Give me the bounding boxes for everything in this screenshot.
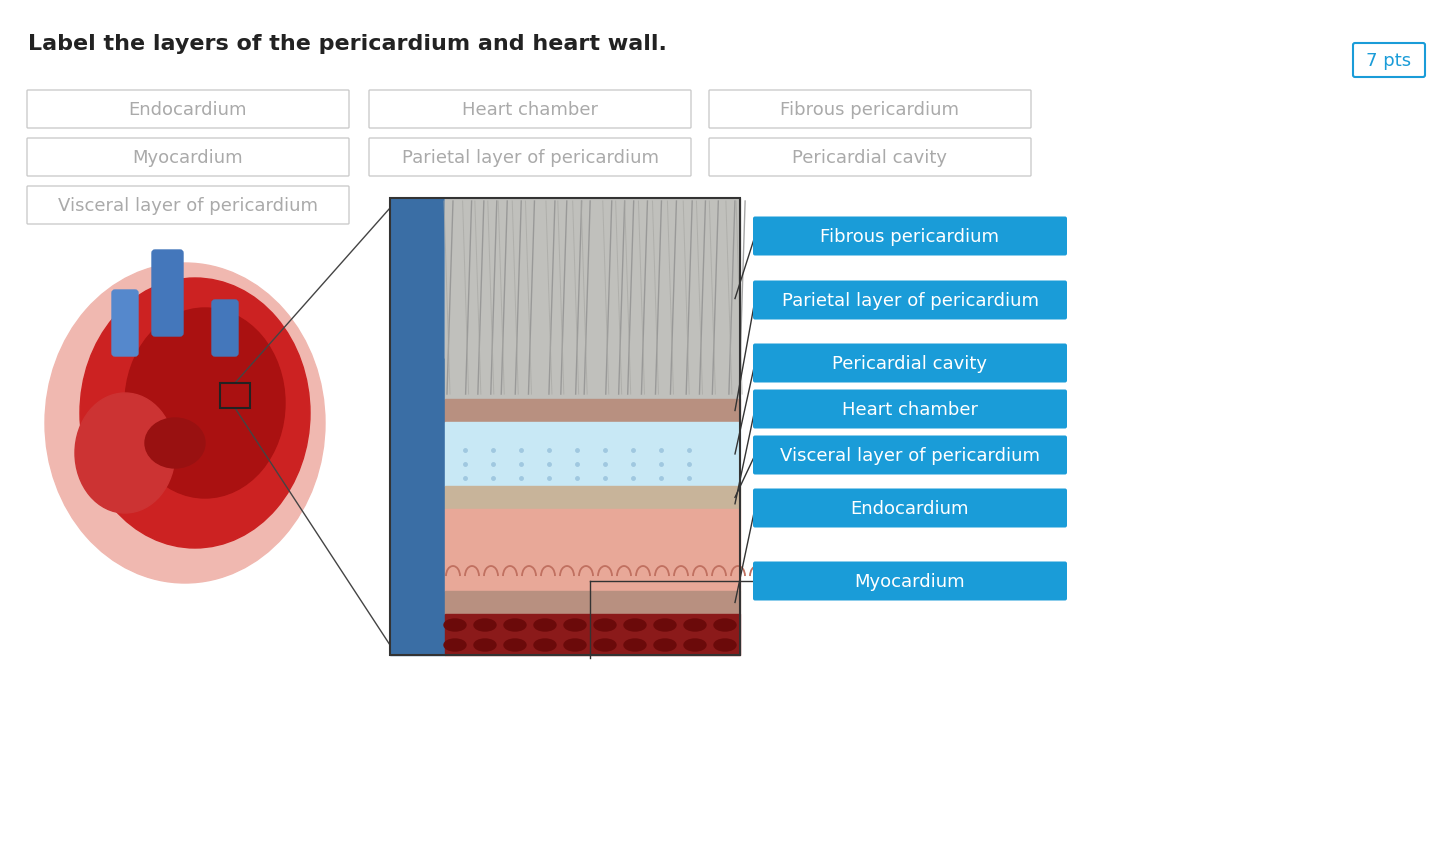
FancyBboxPatch shape — [754, 390, 1067, 429]
Text: Myocardium: Myocardium — [854, 572, 965, 590]
FancyBboxPatch shape — [27, 139, 349, 177]
Text: Heart chamber: Heart chamber — [462, 101, 598, 119]
Text: Label the layers of the pericardium and heart wall.: Label the layers of the pericardium and … — [27, 34, 667, 54]
FancyBboxPatch shape — [370, 139, 692, 177]
Text: Endocardium: Endocardium — [129, 101, 247, 119]
Ellipse shape — [503, 639, 526, 651]
Ellipse shape — [533, 639, 557, 651]
Ellipse shape — [81, 279, 311, 548]
Text: Endocardium: Endocardium — [851, 499, 969, 518]
FancyBboxPatch shape — [152, 251, 183, 337]
Text: Pericardial cavity: Pericardial cavity — [833, 355, 988, 373]
FancyBboxPatch shape — [754, 344, 1067, 383]
Bar — [444, 614, 741, 655]
Bar — [390, 199, 444, 655]
Ellipse shape — [624, 639, 646, 651]
Text: Heart chamber: Heart chamber — [843, 401, 978, 419]
Ellipse shape — [564, 639, 587, 651]
Text: Myocardium: Myocardium — [132, 148, 243, 167]
Text: Visceral layer of pericardium: Visceral layer of pericardium — [58, 197, 318, 215]
Ellipse shape — [684, 639, 706, 651]
Ellipse shape — [125, 309, 285, 498]
Text: Visceral layer of pericardium: Visceral layer of pericardium — [779, 446, 1040, 464]
Bar — [444, 199, 741, 358]
Ellipse shape — [444, 639, 466, 651]
Ellipse shape — [475, 639, 496, 651]
Ellipse shape — [594, 619, 615, 631]
FancyBboxPatch shape — [754, 489, 1067, 528]
FancyBboxPatch shape — [754, 218, 1067, 256]
Ellipse shape — [715, 619, 736, 631]
Bar — [444, 199, 741, 399]
FancyBboxPatch shape — [754, 281, 1067, 320]
FancyBboxPatch shape — [709, 91, 1031, 129]
Text: Pericardial cavity: Pericardial cavity — [792, 148, 948, 167]
Ellipse shape — [624, 619, 646, 631]
Ellipse shape — [654, 619, 676, 631]
FancyBboxPatch shape — [370, 91, 692, 129]
Text: Parietal layer of pericardium: Parietal layer of pericardium — [401, 148, 659, 167]
FancyBboxPatch shape — [211, 300, 239, 357]
Text: Parietal layer of pericardium: Parietal layer of pericardium — [781, 292, 1038, 310]
Ellipse shape — [444, 619, 466, 631]
Bar — [220, 384, 250, 409]
Ellipse shape — [475, 619, 496, 631]
Text: Fibrous pericardium: Fibrous pericardium — [781, 101, 959, 119]
FancyBboxPatch shape — [709, 139, 1031, 177]
Bar — [444, 422, 741, 486]
Ellipse shape — [145, 419, 206, 468]
FancyBboxPatch shape — [27, 187, 349, 224]
Bar — [444, 591, 741, 614]
Ellipse shape — [654, 639, 676, 651]
Ellipse shape — [715, 639, 736, 651]
Text: Fibrous pericardium: Fibrous pericardium — [821, 228, 999, 246]
Ellipse shape — [533, 619, 557, 631]
Ellipse shape — [75, 393, 175, 514]
Bar — [444, 486, 741, 509]
Bar — [444, 399, 741, 422]
Bar — [444, 509, 741, 591]
Ellipse shape — [594, 639, 615, 651]
Text: 7 pts: 7 pts — [1366, 52, 1412, 70]
Ellipse shape — [503, 619, 526, 631]
Ellipse shape — [564, 619, 587, 631]
FancyBboxPatch shape — [754, 562, 1067, 601]
FancyBboxPatch shape — [1353, 44, 1425, 78]
Ellipse shape — [684, 619, 706, 631]
Bar — [390, 199, 741, 655]
FancyBboxPatch shape — [27, 91, 349, 129]
Ellipse shape — [45, 264, 325, 583]
FancyBboxPatch shape — [754, 436, 1067, 475]
FancyBboxPatch shape — [112, 291, 138, 357]
